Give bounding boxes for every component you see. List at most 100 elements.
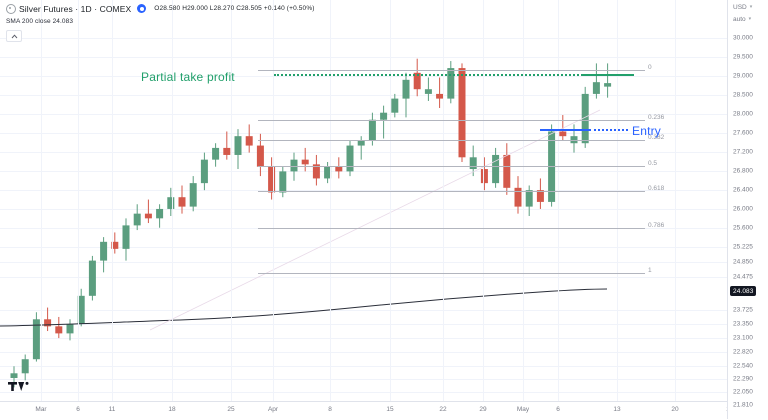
price-tick: 22.540 bbox=[733, 362, 753, 370]
candle bbox=[380, 105, 388, 139]
candle bbox=[402, 72, 410, 118]
price-tick: 29.000 bbox=[733, 72, 753, 80]
fib-trend-diagonal bbox=[149, 109, 601, 331]
vertical-gridline bbox=[78, 0, 79, 401]
take-profit-label[interactable]: Partial take profit bbox=[141, 70, 235, 84]
date-tick: Mar bbox=[35, 406, 47, 413]
candlestick-canvas bbox=[0, 38, 727, 393]
scale-mode-label: auto bbox=[733, 16, 746, 23]
scale-mode-row[interactable]: auto ▾ bbox=[733, 16, 751, 23]
fib-level-line[interactable] bbox=[258, 70, 645, 71]
candle bbox=[189, 176, 197, 212]
price-tick: 27.600 bbox=[733, 129, 753, 137]
price-tick: 23.725 bbox=[733, 306, 753, 314]
candle bbox=[55, 316, 63, 339]
candle bbox=[312, 154, 320, 186]
candle bbox=[156, 204, 164, 228]
date-tick: 25 bbox=[227, 406, 235, 413]
candle bbox=[604, 63, 612, 98]
price-tick: 25.225 bbox=[733, 243, 753, 251]
candle bbox=[66, 319, 74, 341]
vertical-gridline bbox=[273, 0, 274, 401]
date-tick: 6 bbox=[76, 406, 80, 413]
chart-plot-area[interactable] bbox=[0, 0, 727, 401]
candle bbox=[100, 237, 108, 273]
price-tick: 26.000 bbox=[733, 205, 753, 213]
currency-label: USD bbox=[733, 4, 747, 11]
entry-label[interactable]: Entry bbox=[632, 124, 662, 138]
candle bbox=[592, 63, 600, 99]
date-tick: 22 bbox=[439, 406, 447, 413]
price-tick: 26.800 bbox=[733, 167, 753, 175]
fib-level-line[interactable] bbox=[258, 120, 645, 121]
currency-label-row[interactable]: USD ▾ bbox=[733, 4, 752, 11]
candle bbox=[200, 152, 208, 191]
candle bbox=[212, 143, 220, 167]
candle bbox=[424, 77, 432, 101]
price-tick: 24.475 bbox=[733, 273, 753, 281]
fib-level-line[interactable] bbox=[258, 273, 645, 274]
candle bbox=[133, 204, 141, 231]
price-axis[interactable]: USD ▾ auto ▾ 30.000 29.500 29.000 28.500 28.… bbox=[727, 0, 768, 419]
date-tick: 8 bbox=[328, 406, 332, 413]
price-tick: 22.290 bbox=[733, 375, 753, 383]
entry-dotted-line[interactable] bbox=[589, 129, 628, 131]
fib-level-label: 0.618 bbox=[648, 185, 665, 192]
vertical-gridline bbox=[443, 0, 444, 401]
candle bbox=[301, 147, 309, 172]
fib-level-label: 0 bbox=[648, 64, 652, 71]
candle bbox=[324, 161, 332, 184]
candle bbox=[223, 131, 231, 160]
date-tick: 6 bbox=[556, 406, 560, 413]
date-tick: Apr bbox=[267, 406, 279, 413]
candle bbox=[335, 157, 343, 179]
vertical-gridline bbox=[231, 0, 232, 401]
price-tick: 22.050 bbox=[733, 388, 753, 396]
candle bbox=[503, 143, 511, 195]
take-profit-level-line[interactable] bbox=[583, 74, 634, 76]
chevron-down-icon[interactable]: ▾ bbox=[748, 16, 752, 22]
price-tick: 28.000 bbox=[733, 110, 753, 118]
chevron-down-icon[interactable]: ▾ bbox=[749, 4, 753, 10]
candle bbox=[21, 354, 29, 381]
fib-level-label: 0.786 bbox=[648, 222, 665, 229]
date-tick: 20 bbox=[671, 406, 679, 413]
date-tick: 18 bbox=[168, 406, 176, 413]
fib-level-line[interactable] bbox=[258, 228, 645, 229]
vertical-gridline bbox=[558, 0, 559, 401]
candle bbox=[458, 63, 466, 162]
candle bbox=[447, 61, 455, 104]
vertical-gridline bbox=[390, 0, 391, 401]
vertical-gridline bbox=[172, 0, 173, 401]
entry-level-line[interactable] bbox=[540, 129, 589, 131]
vertical-gridline bbox=[675, 0, 676, 401]
candle bbox=[480, 157, 488, 191]
fib-level-line[interactable] bbox=[258, 191, 645, 192]
date-tick: 11 bbox=[108, 406, 116, 413]
candle bbox=[245, 124, 253, 153]
candle bbox=[88, 255, 96, 301]
vertical-gridline bbox=[330, 0, 331, 401]
take-profit-dotted-line[interactable] bbox=[274, 74, 583, 76]
fib-level-label: 0.236 bbox=[648, 114, 665, 121]
fib-level-line[interactable] bbox=[258, 166, 645, 167]
price-tick: 25.600 bbox=[733, 224, 753, 232]
candle bbox=[144, 199, 152, 224]
fib-level-label: 0.382 bbox=[648, 134, 665, 141]
tradingview-logo[interactable] bbox=[8, 378, 30, 392]
price-tick: 23.100 bbox=[733, 334, 753, 342]
price-tick: 21.810 bbox=[733, 401, 753, 409]
vertical-gridline bbox=[483, 0, 484, 401]
candle bbox=[77, 288, 85, 327]
sma-200-line bbox=[0, 288, 608, 327]
fib-level-line[interactable] bbox=[258, 140, 645, 141]
date-tick: 29 bbox=[479, 406, 487, 413]
current-price-badge: 24.083 bbox=[730, 286, 757, 296]
price-tick: 27.200 bbox=[733, 148, 753, 156]
date-tick: 15 bbox=[386, 406, 394, 413]
date-axis[interactable]: Mar6111825Apr8152229May6132028 bbox=[0, 401, 734, 420]
price-tick: 29.500 bbox=[733, 53, 753, 61]
candle bbox=[111, 232, 119, 254]
candle bbox=[514, 176, 522, 214]
candle bbox=[178, 185, 186, 214]
